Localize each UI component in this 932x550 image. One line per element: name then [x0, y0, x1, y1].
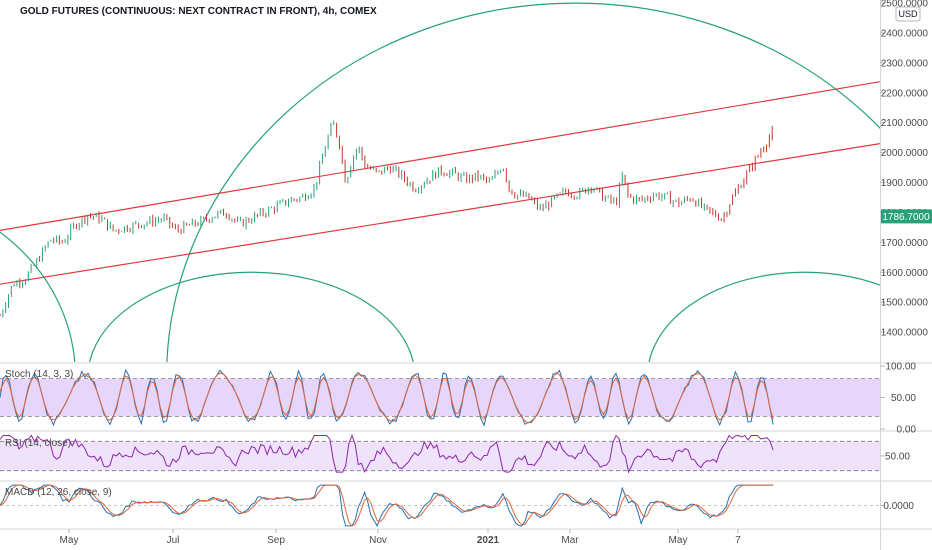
- price-tick-label: 2100.0000: [881, 118, 929, 129]
- price-tick-label: 1600.0000: [881, 268, 929, 279]
- price-tick-label: 2400.0000: [881, 28, 929, 39]
- price-tick-label: 1700.0000: [881, 238, 929, 249]
- arc-line[interactable]: [647, 271, 932, 377]
- macd-label: MACD (12, 26, close, 9): [5, 487, 112, 498]
- macd-line: [0, 484, 774, 528]
- stoch-label: Stoch (14, 3, 3): [5, 369, 73, 380]
- indicator-band: [0, 378, 880, 417]
- main-pane[interactable]: [0, 0, 880, 362]
- price-tick-label: 2300.0000: [881, 58, 929, 69]
- time-tick-label: May: [669, 535, 688, 546]
- price-tick-label: 2500.0000: [881, 0, 929, 10]
- price-tick-label: 2200.0000: [881, 88, 929, 99]
- time-tick-label: 2021: [477, 535, 500, 546]
- currency-label: USD: [898, 9, 918, 19]
- arc-line[interactable]: [166, 2, 932, 377]
- indicator-tick-label: 0.0000: [883, 501, 914, 512]
- time-tick-label: Nov: [369, 535, 387, 546]
- last-price-tag: [881, 209, 932, 224]
- indicator-tick-label: 100.00: [885, 362, 916, 373]
- indicator-tick-label: 50.00: [885, 452, 910, 463]
- channel-line[interactable]: [0, 81, 880, 231]
- arc-line[interactable]: [0, 191, 76, 376]
- currency-badge[interactable]: [895, 6, 921, 22]
- stoch-d-line: [0, 372, 774, 424]
- chart-title: GOLD FUTURES (CONTINUOUS: NEXT CONTRACT …: [20, 6, 377, 17]
- time-tick-label: May: [60, 535, 79, 546]
- time-tick-label: Sep: [267, 535, 285, 546]
- time-tick-label: Mar: [561, 535, 579, 546]
- rsi-line: [0, 434, 774, 474]
- price-tick-label: 2000.0000: [881, 148, 929, 159]
- macd-signal-line: [0, 484, 774, 527]
- time-tick-label: Jul: [167, 535, 180, 546]
- price-tick-label: 1500.0000: [881, 298, 929, 309]
- price-tick-label: 1400.0000: [881, 328, 929, 339]
- indicator-tick-label: 50.00: [891, 393, 916, 404]
- price-tick-label: 1900.0000: [881, 178, 929, 189]
- time-tick-label: 7: [735, 535, 741, 546]
- indicator-tick-label: 0.00: [897, 425, 917, 436]
- channel-line[interactable]: [0, 143, 880, 285]
- rsi-label: RSI (14, close): [5, 438, 71, 449]
- arc-line[interactable]: [88, 271, 415, 377]
- last-price-value: 1786.7000: [882, 212, 930, 223]
